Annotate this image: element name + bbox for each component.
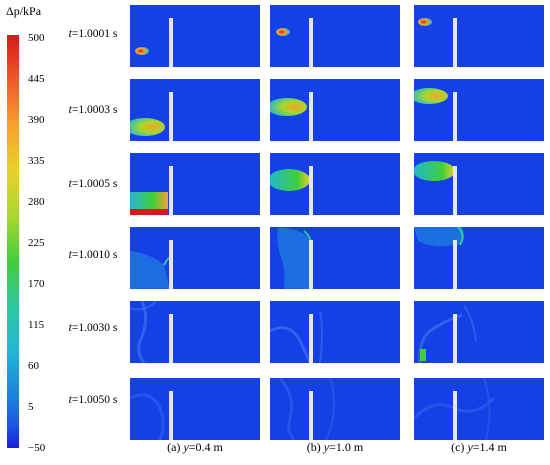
wall — [169, 314, 173, 363]
colorbar-tick-label: 170 — [28, 278, 45, 290]
blast-wave — [130, 251, 170, 289]
contour-panel-r4-c — [414, 227, 544, 289]
row-label-time: t=1.0010 s — [68, 249, 118, 261]
blast-wave — [418, 18, 432, 26]
wall — [169, 18, 173, 67]
colorbar-tick-label: −50 — [28, 442, 46, 454]
colorbar-tick-label: 390 — [28, 114, 45, 126]
wall — [309, 391, 313, 440]
contour-panel-r5-a — [130, 301, 260, 363]
colorbar-tick-label: 115 — [28, 319, 45, 331]
flow-structure — [278, 378, 296, 440]
contour-panel-r1-a — [130, 5, 260, 67]
wall — [453, 391, 457, 440]
wall — [309, 92, 313, 141]
contour-panel-r2-b — [270, 79, 400, 141]
wall — [169, 240, 173, 289]
contour-panel-r4-a — [130, 227, 260, 289]
blast-wave — [414, 88, 448, 104]
contour-panel-r1-c — [414, 5, 544, 67]
row-label-time: t=1.0050 s — [68, 394, 118, 406]
wall — [453, 18, 457, 67]
wall — [309, 166, 313, 215]
wall — [309, 240, 313, 289]
column-label: (c) y=1.4 m — [451, 440, 507, 454]
flow-structure — [137, 301, 147, 363]
contour-panel-r3-b — [270, 153, 400, 215]
contour-panel-r5-b — [270, 301, 400, 363]
wall — [453, 314, 457, 363]
contour-panel-r2-c — [414, 79, 544, 141]
wall — [309, 18, 313, 67]
blast-wave — [457, 227, 464, 246]
flow-structure — [130, 393, 165, 440]
blast-wave — [414, 227, 464, 247]
flow-structure — [420, 349, 426, 361]
wall — [169, 92, 173, 141]
blast-wave — [270, 169, 310, 191]
column-label: (b) y=1.0 m — [306, 440, 364, 454]
colorbar-tick-label: 500 — [28, 32, 45, 44]
wall — [453, 240, 457, 289]
colorbar-tick-label: 225 — [28, 237, 45, 249]
blast-wave — [277, 227, 311, 289]
blast-wave — [414, 161, 455, 181]
flow-structure — [130, 301, 157, 311]
blast-wave — [130, 209, 168, 215]
row-label-time: t=1.0030 s — [68, 322, 118, 334]
contour-panel-r6-b — [270, 378, 400, 440]
flow-structure — [325, 378, 336, 440]
contour-panel-r2-a — [130, 79, 260, 141]
blast-wave — [276, 28, 290, 36]
blast-wave — [135, 47, 149, 55]
colorbar — [7, 35, 19, 448]
contour-panel-r3-c — [414, 153, 544, 215]
row-label-time: t=1.0005 s — [68, 178, 118, 190]
row-label-time: t=1.0003 s — [68, 104, 118, 116]
flow-structure — [483, 378, 491, 440]
wall — [453, 92, 457, 141]
flow-structure — [270, 326, 312, 363]
blast-wave — [270, 98, 307, 116]
contour-panel-r1-b — [270, 5, 400, 67]
colorbar-title: Δp/kPa — [6, 4, 42, 18]
colorbar-tick-label: 335 — [28, 155, 45, 167]
colorbar-tick-label: 5 — [28, 401, 34, 413]
colorbar-tick-label: 280 — [28, 196, 45, 208]
contour-panel-r3-a — [130, 153, 260, 215]
contour-panel-r6-c — [414, 378, 544, 440]
wall — [309, 314, 313, 363]
blast-wave — [130, 118, 165, 136]
colorbar-tick-label: 60 — [28, 360, 39, 372]
contour-panel-r4-b — [270, 227, 400, 289]
colorbar-tick-label: 445 — [28, 73, 45, 85]
contour-panel-r6-a — [130, 378, 260, 440]
row-label-time: t=1.0001 s — [68, 28, 118, 40]
flow-structure — [463, 304, 477, 342]
contour-panel-r5-c — [414, 301, 544, 363]
flow-structure — [319, 310, 323, 363]
wall — [169, 166, 173, 215]
wall — [453, 166, 457, 215]
wall — [169, 391, 173, 440]
column-label: (a) y=0.4 m — [167, 440, 223, 454]
